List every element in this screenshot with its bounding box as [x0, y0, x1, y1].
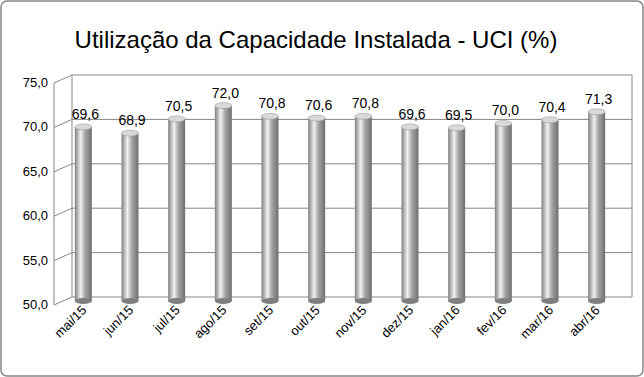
x-tick-label: jun/15	[100, 303, 136, 339]
bar	[588, 112, 605, 301]
x-tick-label: set/15	[240, 303, 276, 339]
data-label: 71,3	[585, 91, 612, 107]
x-tick-label: mai/15	[51, 303, 89, 341]
x-tick-label: jul/15	[149, 303, 182, 336]
bar	[75, 127, 92, 301]
y-tick-label: 70,0	[23, 119, 48, 134]
bar-top	[262, 113, 279, 119]
bar-top	[402, 124, 419, 130]
x-tick-label: out/15	[287, 303, 323, 339]
bar-top	[215, 103, 232, 109]
bar-top	[448, 125, 465, 131]
data-label: 70,8	[258, 95, 285, 111]
data-label: 70,5	[165, 98, 192, 114]
bar	[122, 133, 139, 301]
data-label: 69,5	[445, 107, 472, 123]
bar-top	[588, 109, 605, 115]
bar	[262, 116, 279, 301]
bar	[215, 106, 232, 301]
y-tick-label: 60,0	[23, 208, 48, 223]
labels: 69,6 mai/15 68,9 jun/15 70,5 jul/15 72,0 ago/15…	[51, 85, 612, 342]
chart: Utilização da Capacidade Instalada - UCI…	[0, 0, 644, 377]
data-label: 69,6	[398, 106, 425, 122]
x-tick-label: mar/16	[517, 303, 556, 342]
bar-top	[168, 116, 185, 122]
back-right	[632, 75, 633, 297]
bar-top	[122, 130, 139, 136]
bar-top	[495, 120, 512, 126]
x-tick-label: ago/15	[191, 303, 230, 342]
bar-top	[308, 115, 325, 121]
bar-top	[75, 124, 92, 130]
x-tick-label: jan/16	[426, 303, 462, 339]
bar	[308, 118, 325, 301]
bar	[168, 119, 185, 301]
data-label: 72,0	[212, 85, 239, 101]
grid-line	[54, 75, 632, 83]
y-tick-label: 55,0	[23, 253, 48, 268]
bar-top	[542, 117, 559, 123]
bars	[75, 103, 605, 304]
data-label: 68,9	[118, 112, 145, 128]
bar	[402, 127, 419, 301]
bar	[495, 123, 512, 301]
bar-top	[355, 113, 372, 119]
x-tick-label: abr/16	[566, 303, 603, 340]
y-axis	[54, 83, 55, 305]
bar	[355, 116, 372, 301]
chart-frame	[1, 1, 643, 376]
x-tick-label: dez/15	[378, 303, 416, 341]
bar	[542, 120, 559, 301]
data-label: 70,6	[305, 97, 332, 113]
bar	[448, 128, 465, 301]
x-tick-label: fev/16	[474, 303, 510, 339]
data-label: 69,6	[72, 106, 99, 122]
x-tick-label: nov/15	[331, 303, 369, 341]
title: Utilização da Capacidade Instalada - UCI…	[75, 26, 558, 53]
data-label: 70,8	[352, 95, 379, 111]
data-label: 70,4	[538, 99, 565, 115]
data-label: 70,0	[492, 102, 519, 118]
y-tick-label: 50,0	[23, 297, 48, 312]
y-tick-label: 75,0	[23, 75, 48, 90]
y-tick-label: 65,0	[23, 164, 48, 179]
